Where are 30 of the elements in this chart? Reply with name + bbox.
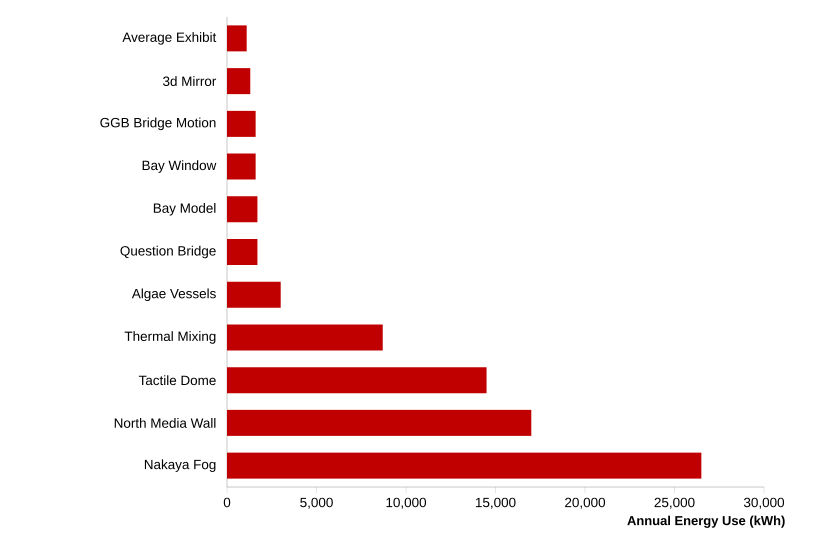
bar xyxy=(227,239,258,266)
bar xyxy=(227,452,702,479)
y-tick-label: GGB Bridge Motion xyxy=(100,118,216,130)
bar xyxy=(227,25,247,52)
bar xyxy=(227,282,281,308)
x-tick-label: 5,000 xyxy=(300,498,333,509)
y-tick-label: Average Exhibit xyxy=(122,32,216,45)
x-tick-label: 0 xyxy=(224,498,230,508)
y-tick-label: Tactile Dome xyxy=(138,375,216,386)
y-tick-label: Question Bridge xyxy=(120,246,216,258)
bar xyxy=(227,68,250,94)
y-tick-label: Bay Window xyxy=(142,160,216,173)
y-tick-label: Nakaya Fog xyxy=(144,459,216,472)
bar xyxy=(227,324,383,350)
bar xyxy=(227,110,256,137)
y-tick-label: 3d Mirror xyxy=(163,76,216,86)
x-axis-title: Annual Energy Use (kWh) xyxy=(627,516,785,528)
bar xyxy=(227,154,256,180)
x-tick-label: 30,000 xyxy=(744,498,784,509)
y-tick-label: Algae Vessels xyxy=(132,288,216,302)
x-tick-label: 25,000 xyxy=(654,498,695,509)
x-tick-label: 15,000 xyxy=(476,498,516,509)
bar xyxy=(227,410,532,436)
bar xyxy=(227,367,487,394)
y-tick-label: Thermal Mixing xyxy=(124,331,216,344)
bar xyxy=(227,196,258,222)
x-tick-label: 20,000 xyxy=(565,498,606,509)
x-tick-label: 10,000 xyxy=(386,498,426,509)
y-tick-label: Bay Model xyxy=(154,203,216,216)
y-tick-label: North Media Wall xyxy=(114,418,216,428)
